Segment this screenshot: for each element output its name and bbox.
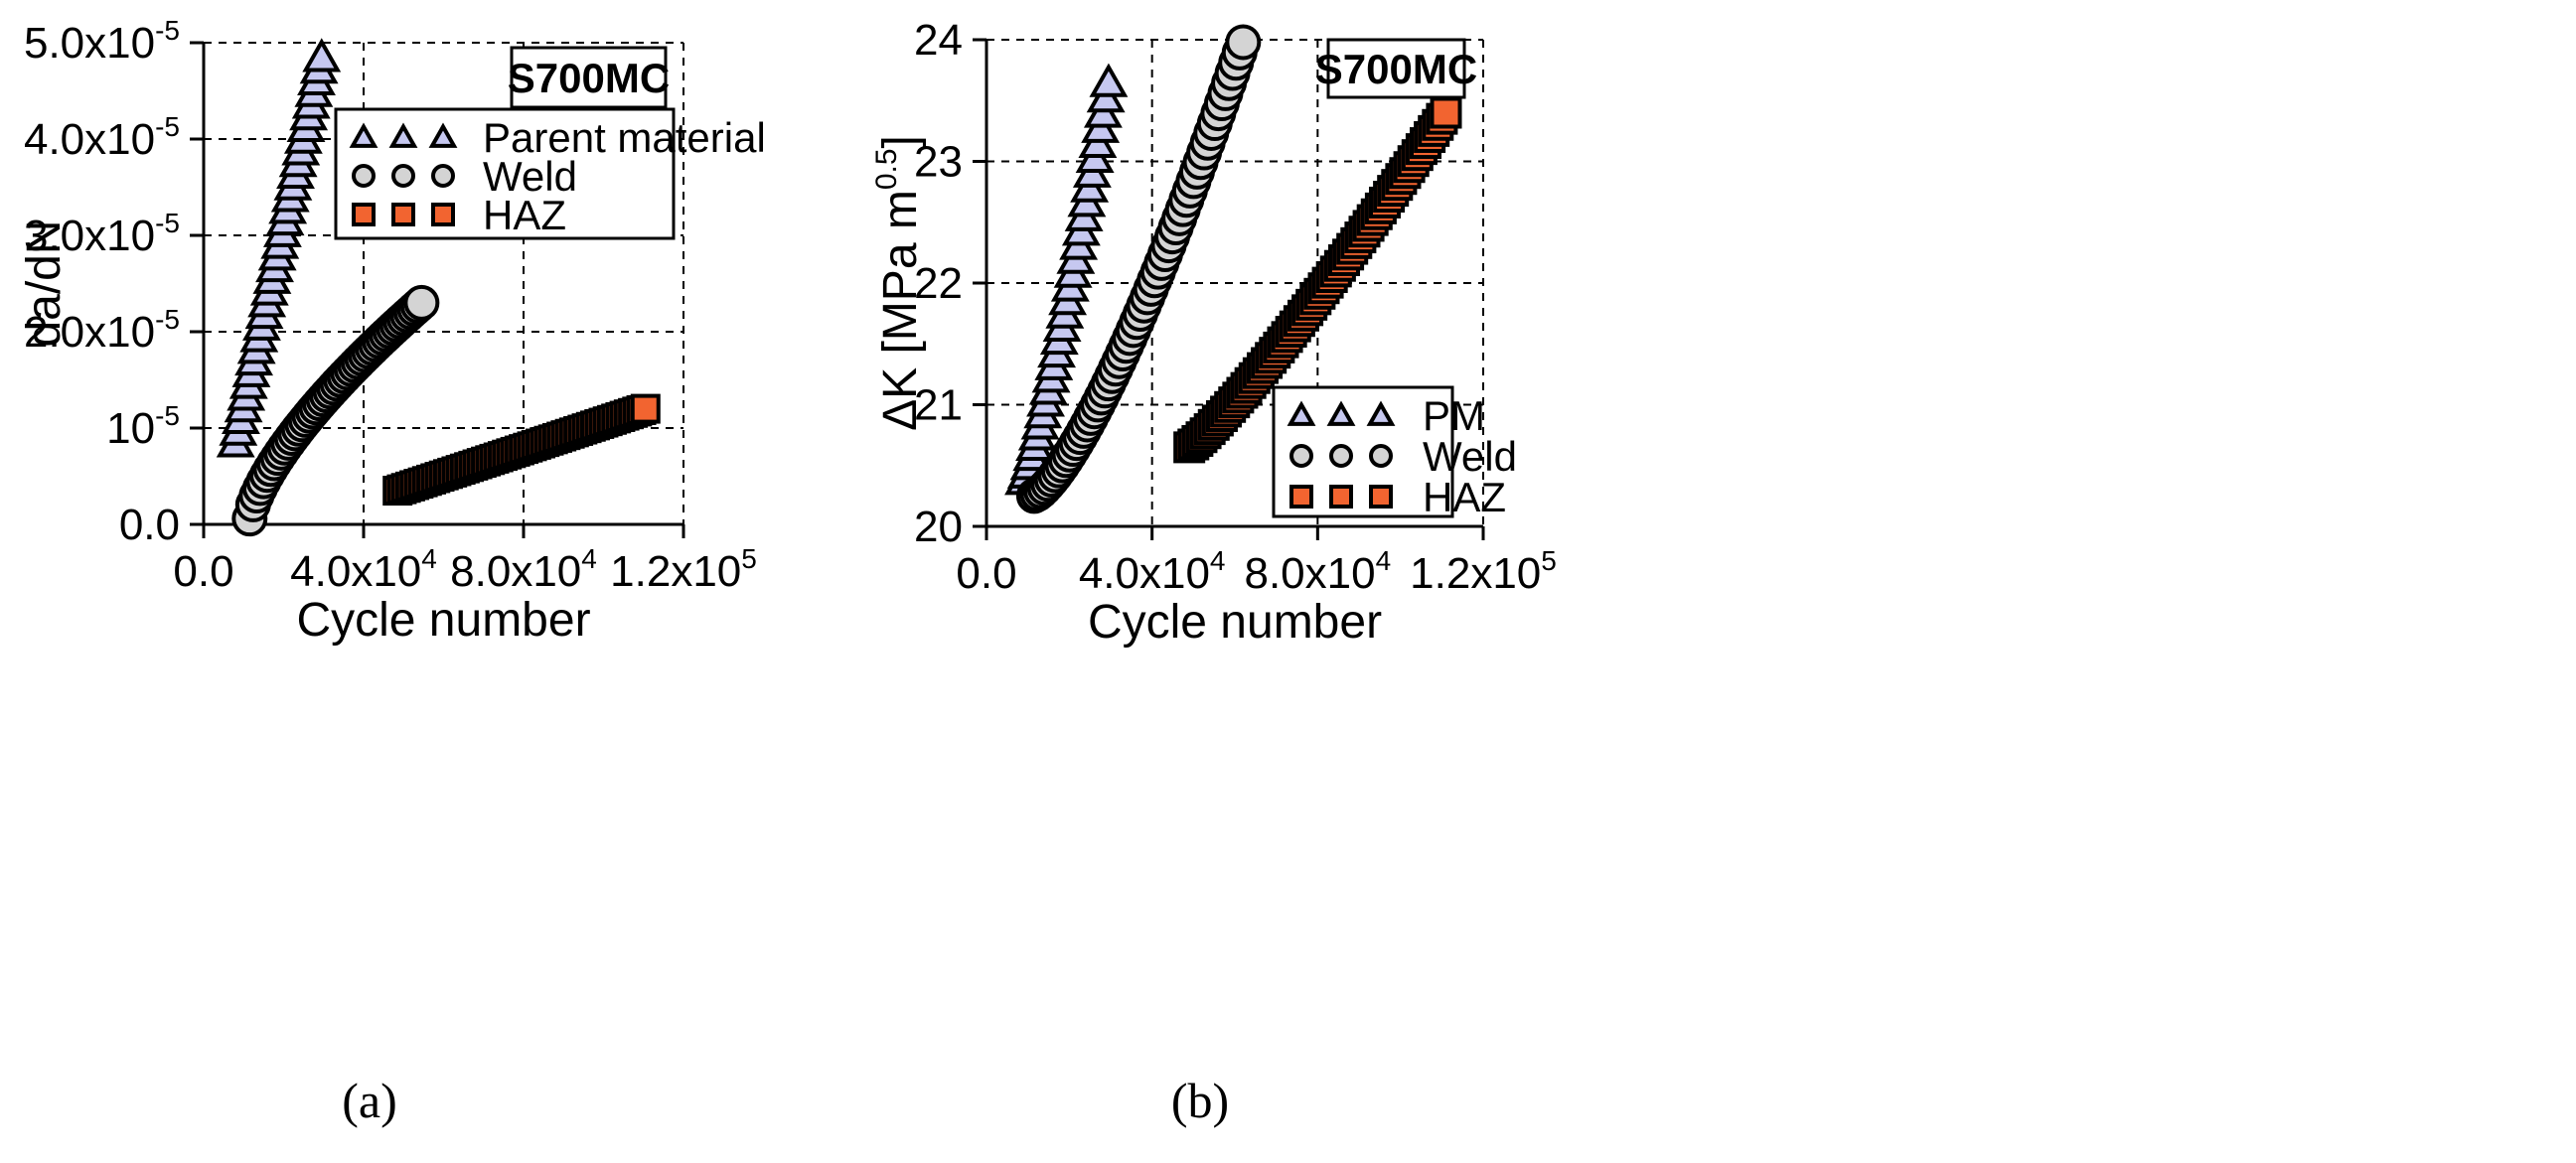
panel-b-legend-marker [1366, 400, 1396, 426]
panel-b-y-tick-label: 20 [914, 503, 963, 551]
panel-a-series-weld [231, 284, 440, 537]
panel-b-x-axis-label: Cycle number [1088, 596, 1382, 649]
panel-a-legend-marker [352, 203, 376, 226]
panel-a-legend-label: Parent material [483, 114, 766, 161]
panel-b-chart: 0.0 4.0x104 8.0x104 1.2x105 20 21 22 23 24 Cycle … [870, 16, 1557, 1128]
panel-b-y-axis-label: ΔK [MPa m0.5] [870, 135, 927, 431]
panel-a-data-point [302, 38, 342, 73]
panel-a-legend-marker [431, 203, 455, 226]
panel-a-y-tick-label: 4.0x10-5 [24, 111, 180, 164]
panel-a-y-axis-label: da/dN [18, 219, 71, 347]
panel-a-y-tick-label: 10-5 [106, 400, 180, 453]
panel-a-y-tick-label: 2.0x10-5 [24, 304, 180, 357]
panel-b-series-haz [1173, 96, 1462, 464]
panel-a-y-tick-label: 0.0 [119, 501, 180, 549]
panel-b-data-point [1089, 63, 1129, 97]
panel-b-panel-label: (b) [1171, 1073, 1229, 1128]
panel-b-legend-marker [1289, 444, 1313, 468]
panel-a-panel-label: (a) [342, 1073, 397, 1128]
panel-a-series-parent-material [216, 38, 342, 458]
panel-b-y-tick-label: 24 [914, 16, 963, 65]
panel-b-legend-marker [1287, 400, 1316, 426]
panel-b-legend-marker [1289, 485, 1313, 509]
panel-b-x-tick-label: 4.0x104 [1079, 545, 1226, 598]
panel-b-series-weld [1015, 24, 1262, 514]
panel-b-legend-marker [1369, 485, 1393, 509]
panel-b-data-point [1430, 96, 1462, 129]
panel-a-x-tick-label: 0.0 [173, 547, 233, 596]
panel-a-chart-title: S700MC [508, 55, 670, 101]
panel-b-y-tick-label: 22 [914, 259, 963, 308]
panel-a-series-haz [382, 393, 661, 507]
panel-b-chart-title: S700MC [1315, 46, 1477, 92]
panel-b-legend-label: Weld [1423, 433, 1517, 480]
panel-b-x-tick-label: 1.2x105 [1410, 545, 1557, 598]
panel-b-series-pm [1004, 63, 1129, 496]
panel-b-y-tick-label: 21 [914, 381, 963, 430]
panel-a-legend-label: Weld [483, 153, 577, 200]
panel-a-y-tick-label: 3.0x10-5 [24, 208, 180, 260]
panel-a-chart: 0.0 4.0x104 8.0x104 1.2x105 0.0 10-5 2.0x10-5 3… [18, 15, 766, 1128]
panel-a-x-tick-label: 1.2x105 [610, 543, 757, 596]
panel-b-x-tick-label: 0.0 [956, 549, 1016, 598]
panel-b-legend-label: PM [1423, 392, 1485, 439]
panel-b-legend-label: HAZ [1423, 474, 1506, 520]
panel-a-y-tick-label: 5.0x10-5 [24, 15, 180, 68]
panel-a-title-box [510, 46, 668, 109]
panel-a-legend-marker [391, 203, 415, 226]
panel-a-legend-marker [391, 164, 415, 188]
panel-a-x-axis-label: Cycle number [296, 594, 590, 647]
panel-b-x-tick-label: 8.0x104 [1244, 545, 1391, 598]
panel-b-legend-marker [1369, 444, 1393, 468]
panel-b-legend-marker [1329, 444, 1353, 468]
panel-a-x-tick-label: 4.0x104 [290, 543, 437, 596]
panel-b-title-box [1326, 38, 1466, 99]
panel-a-legend-marker [352, 164, 376, 188]
panel-b-legend-marker [1326, 400, 1356, 426]
panel-a-legend-marker [428, 122, 458, 148]
panel-a-legend-marker [349, 122, 379, 148]
panel-b-legend-marker [1329, 485, 1353, 509]
panel-b-data-point [1225, 24, 1262, 61]
panel-a-x-tick-label: 8.0x104 [450, 543, 597, 596]
panel-a-legend-marker [388, 122, 418, 148]
panel-b-y-tick-label: 23 [914, 138, 963, 187]
panel-a-legend-marker [431, 164, 455, 188]
panel-a-data-point [630, 393, 661, 424]
panel-a-data-point [403, 284, 440, 321]
panel-a-legend-label: HAZ [483, 192, 566, 238]
